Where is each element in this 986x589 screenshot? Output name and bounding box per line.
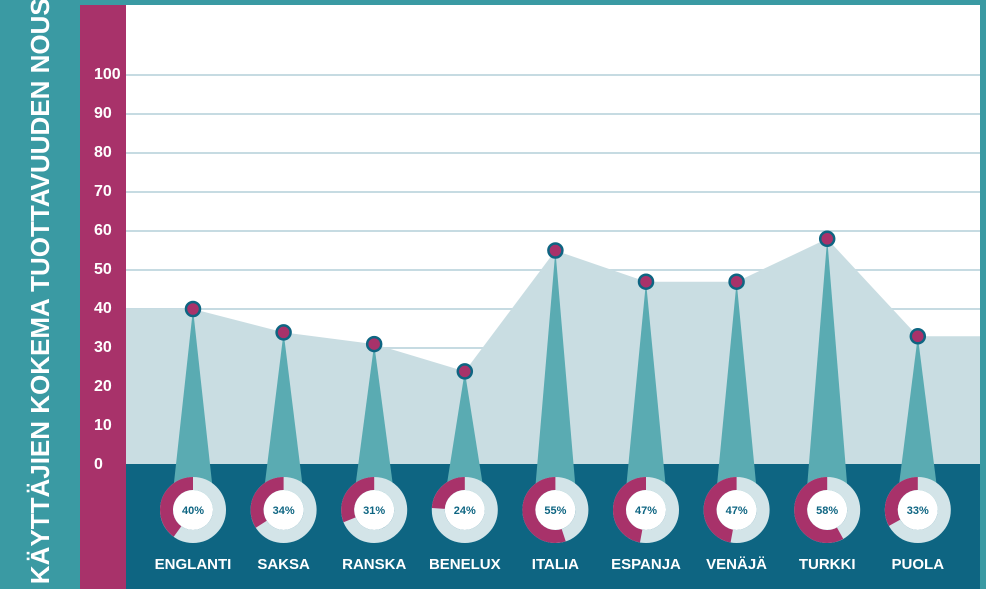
spike [624, 281, 668, 510]
donut-arc [703, 477, 770, 543]
donut-arc [794, 477, 861, 543]
y-tick-label: 60 [94, 222, 112, 239]
y-tick-label: 30 [94, 339, 112, 356]
spike [352, 344, 397, 510]
donut-hole [535, 490, 576, 530]
spike [171, 309, 215, 510]
donut-hole [173, 490, 213, 530]
donut-arc [160, 477, 226, 543]
point [275, 324, 292, 341]
point [818, 230, 836, 248]
value-label: 40% [182, 505, 204, 517]
value-label: 34% [273, 505, 295, 517]
point [456, 363, 474, 380]
spike [442, 371, 487, 510]
donut-arc [250, 477, 317, 543]
x-tick-label: ENGLANTI [155, 556, 232, 573]
point [909, 328, 927, 345]
x-tick-label: BENELUX [429, 556, 501, 573]
y-tick-label: 20 [94, 378, 112, 395]
donut-arc [431, 477, 498, 543]
spike [714, 281, 759, 510]
y-tick-label: 10 [94, 417, 112, 434]
point [365, 335, 383, 353]
y-tick-label: 90 [94, 105, 112, 122]
donut-arc [522, 477, 589, 543]
donut-hole [897, 490, 938, 530]
donut-hole [626, 490, 666, 530]
axis-strip [80, 5, 126, 589]
donut-hole [263, 490, 304, 530]
donut-hole [807, 490, 848, 530]
point [547, 242, 564, 259]
donut-hole [716, 490, 757, 530]
spike [533, 250, 578, 510]
y-tick-label: 70 [94, 183, 112, 200]
y-tick-label: 0 [94, 456, 103, 473]
value-label: 47% [726, 505, 748, 517]
point [637, 273, 655, 290]
y-tick-label: 50 [94, 261, 112, 278]
value-label: 24% [454, 505, 476, 517]
donut-arc [884, 477, 951, 543]
donut-arc [613, 477, 679, 543]
spike [895, 336, 940, 510]
point [184, 300, 202, 318]
spike [805, 238, 850, 511]
donut-hole [444, 490, 485, 530]
x-tick-label: PUOLA [892, 556, 945, 573]
y-tick-label: 40 [94, 300, 112, 317]
y-tick-label: 80 [94, 144, 112, 161]
x-tick-label: RANSKA [342, 556, 406, 573]
value-label: 47% [635, 505, 657, 517]
x-tick-label: VENÄJÄ [706, 556, 767, 573]
y-axis-title: % KÄYTTÄJIEN KOKEMA TUOTTAVUUDEN NOUSU [25, 0, 55, 589]
value-label: 55% [544, 505, 566, 517]
value-label: 33% [907, 505, 929, 517]
x-tick-label: SAKSA [257, 556, 310, 573]
donut-hole [354, 490, 395, 530]
spike [261, 332, 306, 510]
x-tick-label: ITALIA [532, 556, 579, 573]
y-tick-label: 100 [94, 66, 121, 83]
point [728, 273, 745, 290]
value-label: 31% [363, 505, 385, 517]
value-label: 58% [816, 505, 838, 517]
donut-arc [341, 477, 408, 543]
x-tick-label: ESPANJA [611, 556, 681, 573]
x-tick-label: TURKKI [799, 556, 856, 573]
